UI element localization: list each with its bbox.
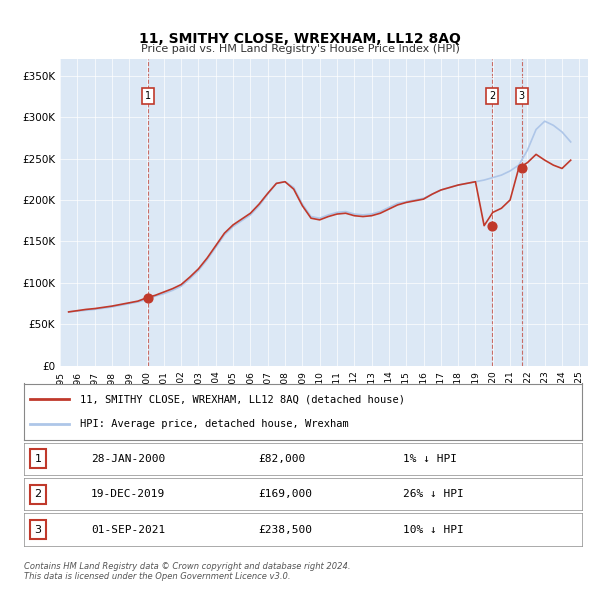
Point — [487, 221, 497, 230]
Text: 19-DEC-2019: 19-DEC-2019 — [91, 489, 165, 499]
Text: 1% ↓ HPI: 1% ↓ HPI — [403, 454, 457, 464]
Text: 01-SEP-2021: 01-SEP-2021 — [91, 525, 165, 535]
Text: 1: 1 — [145, 91, 151, 101]
Text: 2: 2 — [489, 91, 496, 101]
Text: £238,500: £238,500 — [259, 525, 313, 535]
Text: 26% ↓ HPI: 26% ↓ HPI — [403, 489, 464, 499]
Text: £82,000: £82,000 — [259, 454, 305, 464]
Point — [517, 163, 526, 173]
Text: 2: 2 — [34, 489, 41, 499]
Text: 3: 3 — [518, 91, 525, 101]
Text: 11, SMITHY CLOSE, WREXHAM, LL12 8AQ (detached house): 11, SMITHY CLOSE, WREXHAM, LL12 8AQ (det… — [80, 394, 405, 404]
Point — [143, 293, 153, 303]
Text: Contains HM Land Registry data © Crown copyright and database right 2024.
This d: Contains HM Land Registry data © Crown c… — [24, 562, 350, 581]
Text: 10% ↓ HPI: 10% ↓ HPI — [403, 525, 464, 535]
Text: 11, SMITHY CLOSE, WREXHAM, LL12 8AQ: 11, SMITHY CLOSE, WREXHAM, LL12 8AQ — [139, 32, 461, 47]
Text: HPI: Average price, detached house, Wrexham: HPI: Average price, detached house, Wrex… — [80, 419, 349, 429]
Text: 1: 1 — [34, 454, 41, 464]
Text: Price paid vs. HM Land Registry's House Price Index (HPI): Price paid vs. HM Land Registry's House … — [140, 44, 460, 54]
Text: 28-JAN-2000: 28-JAN-2000 — [91, 454, 165, 464]
Text: 3: 3 — [34, 525, 41, 535]
Text: £169,000: £169,000 — [259, 489, 313, 499]
